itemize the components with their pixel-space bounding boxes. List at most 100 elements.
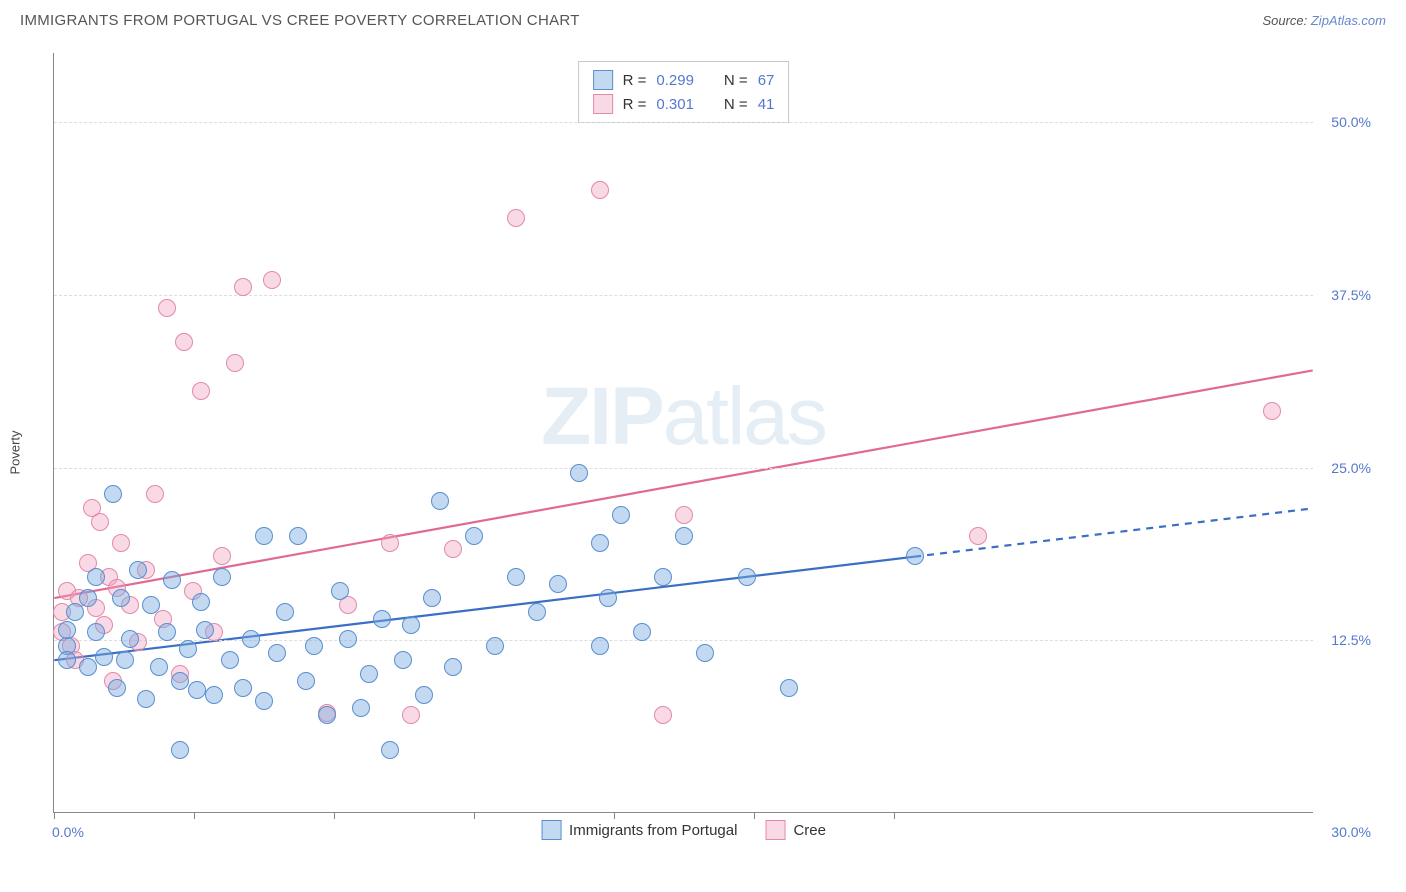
point-blue [297, 672, 315, 690]
point-blue [171, 741, 189, 759]
swatch-pink-icon [765, 820, 785, 840]
legend-series: Immigrants from Portugal Cree [541, 820, 826, 840]
point-blue [142, 596, 160, 614]
legend-stats: R = 0.299 N = 67 R = 0.301 N = 41 [578, 61, 790, 123]
page-title: IMMIGRANTS FROM PORTUGAL VS CREE POVERTY… [20, 12, 580, 29]
point-blue [612, 506, 630, 524]
point-blue [79, 658, 97, 676]
point-blue [465, 527, 483, 545]
point-pink [1263, 402, 1281, 420]
point-pink [402, 706, 420, 724]
y-axis-label: Poverty [8, 430, 23, 474]
point-blue [171, 672, 189, 690]
point-blue [268, 644, 286, 662]
point-blue [289, 527, 307, 545]
point-pink [444, 540, 462, 558]
point-blue [104, 485, 122, 503]
legend-blue-label: Immigrants from Portugal [569, 822, 737, 839]
point-pink [192, 382, 210, 400]
point-blue [79, 589, 97, 607]
point-blue [158, 623, 176, 641]
trend-lines [54, 53, 1313, 812]
point-blue [599, 589, 617, 607]
grid-line [54, 122, 1313, 123]
point-blue [58, 621, 76, 639]
point-pink [175, 333, 193, 351]
point-pink [158, 299, 176, 317]
point-blue [179, 640, 197, 658]
point-blue [137, 690, 155, 708]
point-blue [738, 568, 756, 586]
source-link[interactable]: ZipAtlas.com [1311, 13, 1386, 28]
point-blue [112, 589, 130, 607]
x-tick-mark [614, 812, 615, 819]
point-blue [213, 568, 231, 586]
point-blue [675, 527, 693, 545]
point-pink [654, 706, 672, 724]
point-blue [66, 603, 84, 621]
y-tick-label: 50.0% [1331, 114, 1371, 130]
point-blue [276, 603, 294, 621]
plot-area: ZIPatlas R = 0.299 N = 67 R = 0.301 N = … [53, 53, 1313, 813]
point-blue [221, 651, 239, 669]
x-tick-mark [194, 812, 195, 819]
point-pink [591, 181, 609, 199]
point-blue [339, 630, 357, 648]
point-blue [234, 679, 252, 697]
point-blue [591, 637, 609, 655]
watermark: ZIPatlas [541, 370, 826, 464]
y-tick-label: 37.5% [1331, 287, 1371, 303]
point-blue [486, 637, 504, 655]
point-pink [675, 506, 693, 524]
point-blue [415, 686, 433, 704]
point-blue [255, 527, 273, 545]
point-blue [654, 568, 672, 586]
grid-line [54, 468, 1313, 469]
point-blue [402, 616, 420, 634]
point-blue [431, 492, 449, 510]
point-blue [331, 582, 349, 600]
point-pink [234, 278, 252, 296]
point-blue [423, 589, 441, 607]
point-blue [780, 679, 798, 697]
point-pink [969, 527, 987, 545]
point-blue [58, 651, 76, 669]
chart-container: Poverty ZIPatlas R = 0.299 N = 67 R = 0.… [35, 45, 1375, 845]
x-tick-mark [334, 812, 335, 819]
x-tick-mark [754, 812, 755, 819]
point-pink [213, 547, 231, 565]
x-tick-max: 30.0% [1331, 824, 1371, 840]
point-blue [255, 692, 273, 710]
point-blue [394, 651, 412, 669]
swatch-blue-icon [593, 70, 613, 90]
point-blue [205, 686, 223, 704]
point-blue [242, 630, 260, 648]
x-tick-mark [894, 812, 895, 819]
point-blue [163, 571, 181, 589]
point-blue [633, 623, 651, 641]
point-pink [263, 271, 281, 289]
point-blue [150, 658, 168, 676]
legend-pink-label: Cree [793, 822, 826, 839]
point-blue [87, 623, 105, 641]
point-pink [381, 534, 399, 552]
point-blue [318, 706, 336, 724]
point-blue [352, 699, 370, 717]
point-blue [116, 651, 134, 669]
x-tick-min: 0.0% [52, 824, 84, 840]
x-tick-mark [474, 812, 475, 819]
point-blue [192, 593, 210, 611]
point-pink [146, 485, 164, 503]
point-blue [305, 637, 323, 655]
point-blue [906, 547, 924, 565]
point-blue [591, 534, 609, 552]
swatch-blue-icon [541, 820, 561, 840]
x-tick-mark [54, 812, 55, 819]
point-blue [549, 575, 567, 593]
point-blue [188, 681, 206, 699]
point-blue [95, 648, 113, 666]
point-blue [360, 665, 378, 683]
source-label: Source: ZipAtlas.com [1262, 13, 1386, 28]
point-pink [112, 534, 130, 552]
point-blue [444, 658, 462, 676]
